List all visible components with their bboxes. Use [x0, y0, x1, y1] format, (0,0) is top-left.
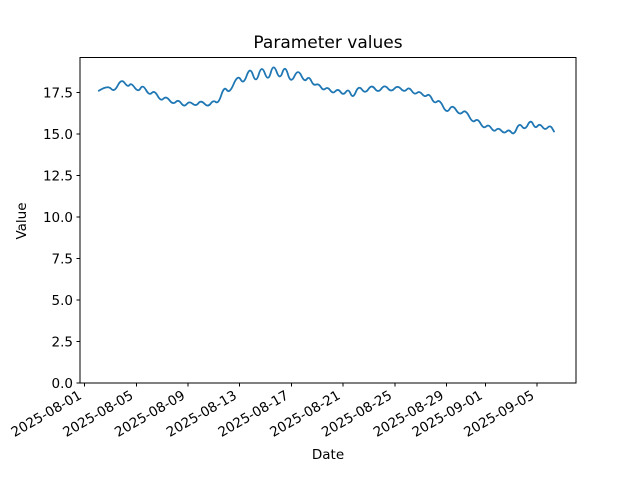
data-series-line	[97, 66, 555, 135]
plot-area	[79, 57, 577, 384]
x-axis-label: Date	[312, 447, 344, 463]
y-tick-label: 7.5	[52, 251, 73, 267]
y-tick-label: 15.0	[43, 127, 73, 143]
chart-title: Parameter values	[253, 33, 402, 53]
y-tick-label: 10.0	[43, 210, 73, 226]
y-tick-label: 12.5	[43, 168, 73, 184]
y-tick-label: 17.5	[43, 85, 73, 101]
axes-layer: 0.02.55.07.510.012.515.017.52025-08-0120…	[9, 57, 577, 441]
y-tick-label: 5.0	[52, 293, 73, 309]
y-axis-label: Value	[14, 202, 30, 239]
y-tick-label: 2.5	[52, 334, 73, 350]
y-tick-label: 0.0	[52, 376, 73, 392]
